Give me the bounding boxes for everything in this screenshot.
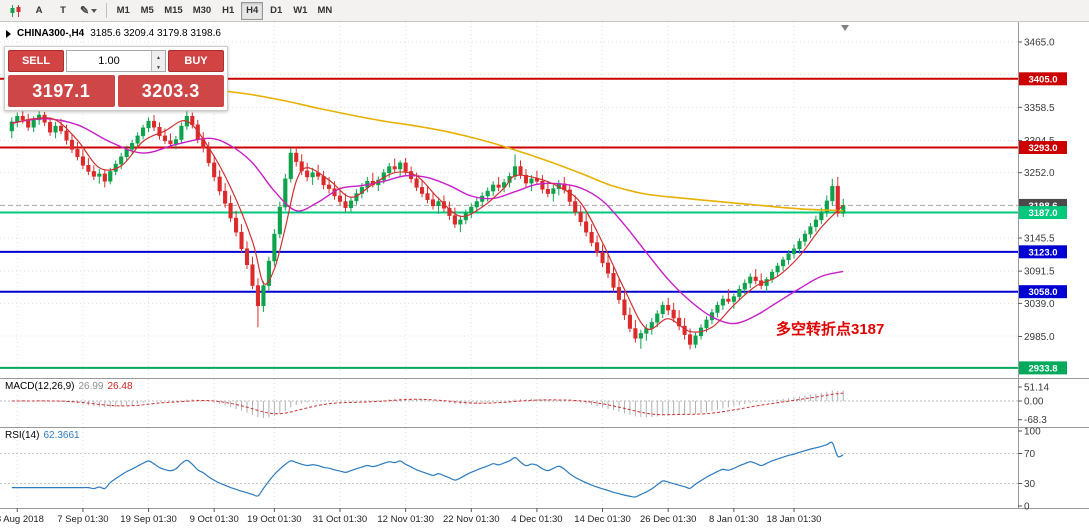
toolbar-separator xyxy=(106,3,108,18)
rsi-scale-label: 100 xyxy=(1024,427,1041,438)
price-badge-3123.0 xyxy=(1019,245,1067,259)
volume-increase-button[interactable] xyxy=(152,47,165,62)
one-click-trading-panel: SELL BUY 3197.1 3203.3 xyxy=(4,46,228,111)
volume-stepper xyxy=(151,47,165,72)
price-badge-3293.0 xyxy=(1019,141,1067,155)
price-badge-2933.8 xyxy=(1019,361,1067,375)
time-axis-label: 18 Jan 01:30 xyxy=(767,514,822,525)
expand-ohlc-icon[interactable] xyxy=(6,29,11,38)
macd-signal-value: 26.48 xyxy=(107,381,133,392)
sell-button[interactable]: SELL xyxy=(8,50,64,72)
ohlc-values: 3185.6 3209.4 3179.8 3198.6 xyxy=(90,28,221,39)
svg-text:3187.0: 3187.0 xyxy=(1028,208,1057,219)
sell-price[interactable]: 3197.1 xyxy=(8,75,115,107)
price-axis[interactable] xyxy=(1018,22,1089,508)
price-axis-label: 3145.5 xyxy=(1024,234,1055,245)
macd-name: MACD(12,26,9) xyxy=(5,381,75,392)
chart-text-annotation[interactable]: 多空转折点3187 xyxy=(776,321,885,338)
time-axis-label: 31 Oct 01:30 xyxy=(313,514,367,525)
timeframe-mn[interactable]: MN xyxy=(313,2,336,20)
macd-panel[interactable] xyxy=(0,379,1018,427)
price-axis-label: 3358.5 xyxy=(1024,103,1055,114)
timeframe-h1[interactable]: H1 xyxy=(217,2,239,20)
macd-indicator-label: MACD(12,26,9) 26.99 26.48 xyxy=(5,381,133,392)
symbol-name: CHINA300-,H4 xyxy=(17,28,85,39)
chart-type-button[interactable] xyxy=(4,2,26,20)
timeframe-m30[interactable]: M30 xyxy=(189,2,215,20)
time-axis-label: 19 Oct 01:30 xyxy=(247,514,301,525)
svg-text:3293.0: 3293.0 xyxy=(1028,143,1057,154)
macd-scale-label: 0.00 xyxy=(1024,397,1044,408)
pencil-icon xyxy=(80,4,89,17)
svg-text:3123.0: 3123.0 xyxy=(1028,247,1057,258)
timeframe-h4[interactable]: H4 xyxy=(241,1,264,20)
rsi-name: RSI(14) xyxy=(5,430,40,441)
time-axis-label: 28 Aug 2018 xyxy=(0,514,44,525)
ma-slow-line xyxy=(219,89,844,212)
macd-scale-label: 51.14 xyxy=(1024,382,1049,393)
price-badge-3405.0 xyxy=(1019,72,1067,86)
draw-tool-button[interactable] xyxy=(76,2,101,20)
shift-marker xyxy=(841,25,849,31)
timeframe-m15[interactable]: M15 xyxy=(160,2,186,20)
time-axis-label: 7 Sep 01:30 xyxy=(57,514,108,525)
time-axis-label: 9 Oct 01:30 xyxy=(190,514,239,525)
time-axis-label: 8 Jan 01:30 xyxy=(709,514,759,525)
text-tool-button[interactable]: T xyxy=(52,2,74,20)
caret-up-icon xyxy=(156,47,161,62)
caret-down-icon xyxy=(156,57,161,72)
svg-text:3058.0: 3058.0 xyxy=(1028,287,1057,298)
rsi-scale-label: 70 xyxy=(1024,449,1036,460)
time-axis-label: 14 Dec 01:30 xyxy=(574,514,631,525)
time-axis[interactable] xyxy=(0,508,1018,532)
macd-scale-label: -68.3 xyxy=(1024,415,1047,426)
price-axis-label: 3091.5 xyxy=(1024,267,1055,278)
price-axis-label: 2985.0 xyxy=(1024,332,1055,343)
chart-window: 3465.03358.53304.53252.03145.53091.53039… xyxy=(0,22,1089,532)
ma-fast-line xyxy=(11,117,844,333)
ma-medium-line xyxy=(11,117,844,325)
time-axis-label: 22 Nov 01:30 xyxy=(443,514,500,525)
rsi-line xyxy=(11,441,844,498)
svg-text:2933.8: 2933.8 xyxy=(1028,363,1057,374)
time-axis-label: 4 Dec 01:30 xyxy=(511,514,562,525)
buy-price[interactable]: 3203.3 xyxy=(117,75,224,107)
svg-text:3405.0: 3405.0 xyxy=(1028,74,1057,85)
rsi-scale-label: 30 xyxy=(1024,479,1036,490)
timeframe-m5[interactable]: M5 xyxy=(136,2,158,20)
price-axis-label: 3039.0 xyxy=(1024,299,1055,310)
rsi-panel[interactable] xyxy=(0,428,1018,508)
rsi-value: 62.3661 xyxy=(43,430,80,441)
price-axis-label: 3252.0 xyxy=(1024,168,1055,179)
volume-decrease-button[interactable] xyxy=(152,57,165,72)
macd-signal-line xyxy=(11,392,844,416)
timeframe-d1[interactable]: D1 xyxy=(265,2,287,20)
time-axis-label: 12 Nov 01:30 xyxy=(377,514,434,525)
price-axis-label: 3465.0 xyxy=(1024,38,1055,49)
price-badge-3187.0 xyxy=(1019,206,1067,220)
price-badge-3058.0 xyxy=(1019,285,1067,299)
macd-main-value: 26.99 xyxy=(78,381,104,392)
time-axis-label: 26 Dec 01:30 xyxy=(640,514,697,525)
buy-button[interactable]: BUY xyxy=(168,50,224,72)
time-axis-label: 19 Sep 01:30 xyxy=(120,514,177,525)
toolbar: A T M1 M5 M15 M30 H1 H4 D1 W1 MN xyxy=(0,0,1089,22)
rsi-scale-label: 0 xyxy=(1024,502,1030,513)
rsi-indicator-label: RSI(14) 62.3661 xyxy=(5,430,80,441)
annotation-tool-button[interactable]: A xyxy=(28,2,50,20)
symbol-header: CHINA300-,H4 3185.6 3209.4 3179.8 3198.6 xyxy=(6,28,221,39)
candlestick-chart-icon xyxy=(10,4,20,17)
timeframe-m1[interactable]: M1 xyxy=(112,2,134,20)
caret-down-icon xyxy=(91,8,98,13)
volume-field xyxy=(66,47,166,72)
volume-input[interactable] xyxy=(67,51,151,71)
timeframe-w1[interactable]: W1 xyxy=(289,2,311,20)
